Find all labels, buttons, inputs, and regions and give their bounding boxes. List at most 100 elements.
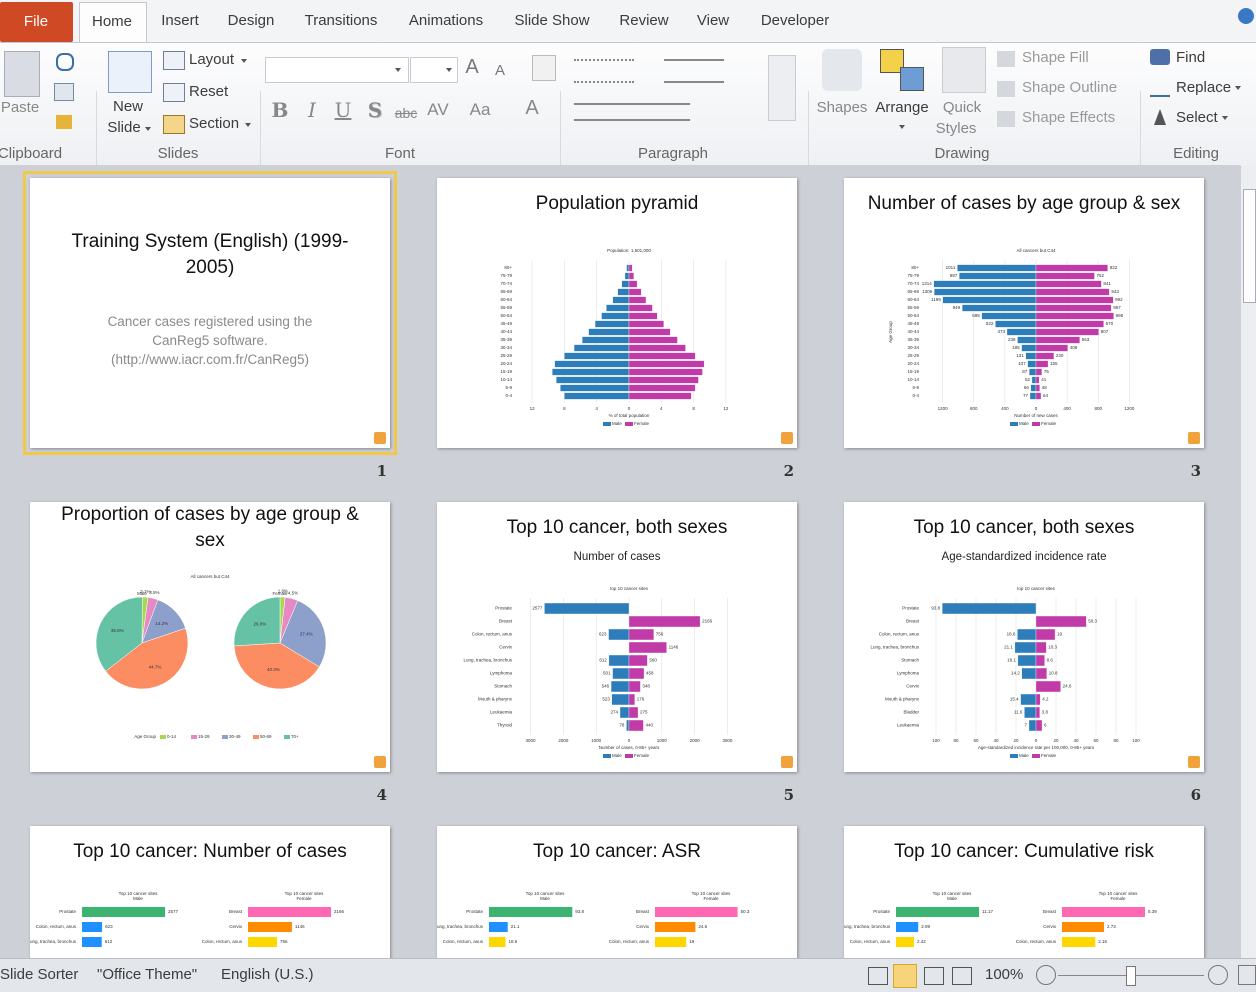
shape-effects-icon[interactable] [997,111,1015,127]
slide-thumbnail[interactable]: Number of cases by age group & sex All ca… [844,178,1204,448]
font-color-button[interactable]: A [525,97,539,119]
data-label: 1146 [295,924,305,929]
section-button[interactable]: Section [189,115,240,132]
quick-styles-label[interactable]: Quick [942,99,982,116]
slide-thumbnail[interactable]: Training System (English) (1999-2005) Can… [23,171,397,455]
x-tick-label: 1000 [657,738,668,743]
data-label: 185 [1012,345,1020,350]
x-axis-label: Number of new cases [1014,413,1058,418]
slide-thumbnail[interactable]: Top 10 cancer, both sexes Age-standardize… [844,502,1204,772]
arrange-icon[interactable] [900,67,924,91]
select-button[interactable]: Select [1176,109,1218,126]
select-icon[interactable] [1154,109,1166,125]
slide-thumbnail[interactable]: Top 10 cancer: Number of cases Top 10 can… [30,826,390,958]
tab[interactable]: Design [227,12,275,29]
data-label: 2.42 [917,939,926,944]
bar [1035,680,1061,693]
theme-status[interactable]: "Office Theme" [97,966,198,983]
bar [1035,693,1041,706]
italic-button[interactable]: I [308,98,316,122]
slideshow-button[interactable] [952,967,972,985]
tab[interactable]: Developer [760,12,830,29]
shape-outline-button[interactable]: Shape Outline [1022,79,1118,96]
bar [995,320,1037,328]
shadow-button[interactable]: S [367,98,383,122]
slide-thumbnail[interactable]: Top 10 cancer, both sexes Number of cases… [437,502,797,772]
file-tab[interactable]: File [0,2,73,42]
shape-effects-button[interactable]: Shape Effects [1022,109,1116,126]
list-icons[interactable] [574,59,634,83]
indent-icons[interactable] [664,59,724,83]
home-tab[interactable]: Home [79,2,147,43]
normal-view-button[interactable] [868,967,888,985]
fit-window-button[interactable] [1238,965,1256,985]
reset-button[interactable]: Reset [189,83,229,100]
tab[interactable]: Insert [161,12,199,29]
tab[interactable]: Transitions [304,12,378,29]
shrink-font-button[interactable]: A [494,62,506,79]
logo [781,756,793,768]
section-icon[interactable] [163,115,185,134]
tab[interactable]: Animations [408,12,484,29]
data-label: 4.2 [1042,697,1049,702]
replace-button[interactable]: Replace [1176,79,1232,96]
quick-styles-icon[interactable] [942,47,986,93]
paste-icon[interactable] [4,51,40,97]
reset-icon[interactable] [163,83,185,102]
text-direction-icons[interactable] [768,55,796,121]
tab[interactable]: Slide Show [514,12,590,29]
language-status[interactable]: English (U.S.) [221,966,314,983]
zoom-level[interactable]: 100% [985,966,1024,983]
legend-label: Male [612,421,622,426]
new-slide-icon[interactable] [108,51,152,93]
tab[interactable]: View [696,12,730,29]
slide-thumbnail[interactable]: Top 10 cancer: Cumulative risk Top 10 can… [844,826,1204,958]
layout-icon[interactable] [163,51,185,70]
clear-format-icon[interactable] [532,55,556,81]
shapes-icon[interactable] [822,49,862,91]
spacing-button[interactable]: AV [427,100,449,119]
change-case-button[interactable]: Aa [469,100,491,119]
data-label: 1309 [922,289,933,294]
zoom-out-button[interactable] [1036,965,1056,985]
font-name-box[interactable] [265,57,409,83]
bold-button[interactable]: B [271,98,289,122]
slide-thumbnail[interactable]: Proportion of cases by age group & sex Al… [30,502,390,772]
slide-thumbnail[interactable]: Population pyramid Population: 1,501,000 1… [437,178,797,448]
shapes-button[interactable]: Shapes [816,99,868,116]
bar [628,344,686,352]
scrollbar[interactable] [1241,165,1256,958]
paste-button[interactable]: Paste [0,99,40,116]
copy-icon[interactable] [54,83,74,101]
slide-thumbnail[interactable]: Top 10 cancer: ASR Top 10 cancer sites Mal… [437,826,797,958]
format-painter-icon[interactable] [56,115,72,129]
reading-view-button[interactable] [924,967,944,985]
grow-font-button[interactable]: A [465,56,479,78]
sorter-view-button[interactable] [893,964,917,988]
layout-button[interactable]: Layout [189,51,235,68]
find-icon[interactable] [1150,49,1170,65]
logo [781,432,793,444]
zoom-thumb[interactable] [1126,966,1136,986]
bar [1035,376,1040,384]
zoom-in-button[interactable] [1208,965,1228,985]
find-button[interactable]: Find [1176,49,1206,66]
shape-fill-icon[interactable] [997,51,1015,67]
scroll-thumb[interactable] [1243,189,1256,303]
new-slide-label[interactable]: Slide [107,119,141,136]
cut-icon[interactable] [56,53,74,71]
align-icons[interactable] [574,103,690,121]
strikethrough-button[interactable]: abc [394,105,418,121]
data-label: 64 [1043,393,1049,398]
tab[interactable]: Review [619,12,669,29]
group-label: Font [384,145,416,162]
quick-styles-label[interactable]: Styles [935,120,977,137]
arrange-button[interactable]: Arrange [875,99,929,116]
replace-icon[interactable] [1150,79,1170,97]
underline-button[interactable]: U [334,98,352,122]
new-slide-label[interactable]: New [112,98,144,115]
shape-outline-icon[interactable] [997,81,1015,97]
help-icon[interactable] [1238,8,1254,24]
shape-fill-button[interactable]: Shape Fill [1022,49,1089,66]
